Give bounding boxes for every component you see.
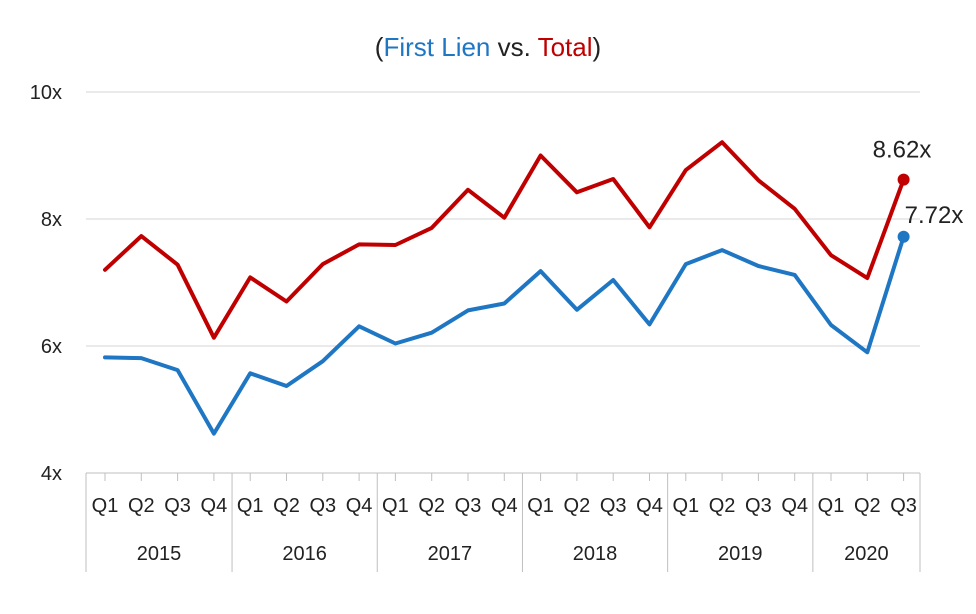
y-tick-label: 10x bbox=[30, 82, 62, 104]
title-close: ) bbox=[593, 32, 602, 62]
x-tick-label: Q1 bbox=[382, 495, 409, 517]
end-point-first-lien bbox=[897, 230, 910, 243]
x-tick-label: Q2 bbox=[418, 495, 445, 517]
x-tick-label: Q3 bbox=[455, 495, 482, 517]
end-point-total bbox=[897, 173, 910, 186]
x-tick-label: Q3 bbox=[745, 495, 772, 517]
year-label: 2019 bbox=[718, 543, 763, 565]
x-tick-label: Q2 bbox=[128, 495, 155, 517]
y-tick-label: 4x bbox=[41, 463, 62, 485]
year-label: 2015 bbox=[137, 543, 182, 565]
y-tick-label: 8x bbox=[41, 209, 62, 231]
data-label-first-lien: 7.72x bbox=[905, 202, 964, 229]
x-tick-label: Q2 bbox=[564, 495, 591, 517]
x-tick-label: Q3 bbox=[890, 495, 917, 517]
x-tick-label: Q1 bbox=[527, 495, 554, 517]
title-first-lien: First Lien bbox=[383, 32, 490, 62]
series-line-total bbox=[103, 140, 906, 340]
x-tick-label: Q3 bbox=[164, 495, 191, 517]
x-tick-label: Q3 bbox=[309, 495, 336, 517]
chart-title: (First Lien vs. Total) bbox=[375, 32, 601, 62]
x-tick-label: Q3 bbox=[600, 495, 627, 517]
title-open: ( bbox=[375, 32, 384, 62]
series-lines bbox=[103, 140, 910, 436]
x-tick-label: Q1 bbox=[818, 495, 845, 517]
x-tick-label: Q1 bbox=[672, 495, 699, 517]
title-total: Total bbox=[538, 32, 593, 62]
year-label: 2017 bbox=[428, 543, 473, 565]
x-tick-label: Q4 bbox=[201, 495, 228, 517]
series-line-first-lien bbox=[103, 234, 906, 436]
title-vs: vs. bbox=[490, 32, 537, 62]
x-axis: Q1 Q2 Q3 Q4 Q1 Q2 Q3 Q4 Q1 Q2 Q3 Q4 Q1 Q2 Q3 Q4 Q1 Q2 Q3 Q4… bbox=[85, 472, 921, 572]
data-label-total: 8.62x bbox=[873, 137, 932, 164]
year-label: 2020 bbox=[844, 543, 889, 565]
x-tick-label: Q4 bbox=[346, 495, 373, 517]
x-tick-label: Q2 bbox=[273, 495, 300, 517]
x-tick-label: Q1 bbox=[92, 495, 119, 517]
x-tick-label: Q4 bbox=[491, 495, 518, 517]
x-tick-label: Q2 bbox=[854, 495, 881, 517]
year-label: 2018 bbox=[573, 543, 618, 565]
year-label: 2016 bbox=[282, 543, 327, 565]
x-tick-label: Q1 bbox=[237, 495, 264, 517]
y-axis: 4x 6x 8x 10x bbox=[30, 82, 62, 485]
y-tick-label: 6x bbox=[41, 336, 62, 358]
x-tick-label: Q4 bbox=[636, 495, 663, 517]
data-labels: 8.62x 7.72x bbox=[873, 137, 964, 229]
x-tick-label: Q2 bbox=[709, 495, 736, 517]
x-tick-label: Q4 bbox=[781, 495, 808, 517]
